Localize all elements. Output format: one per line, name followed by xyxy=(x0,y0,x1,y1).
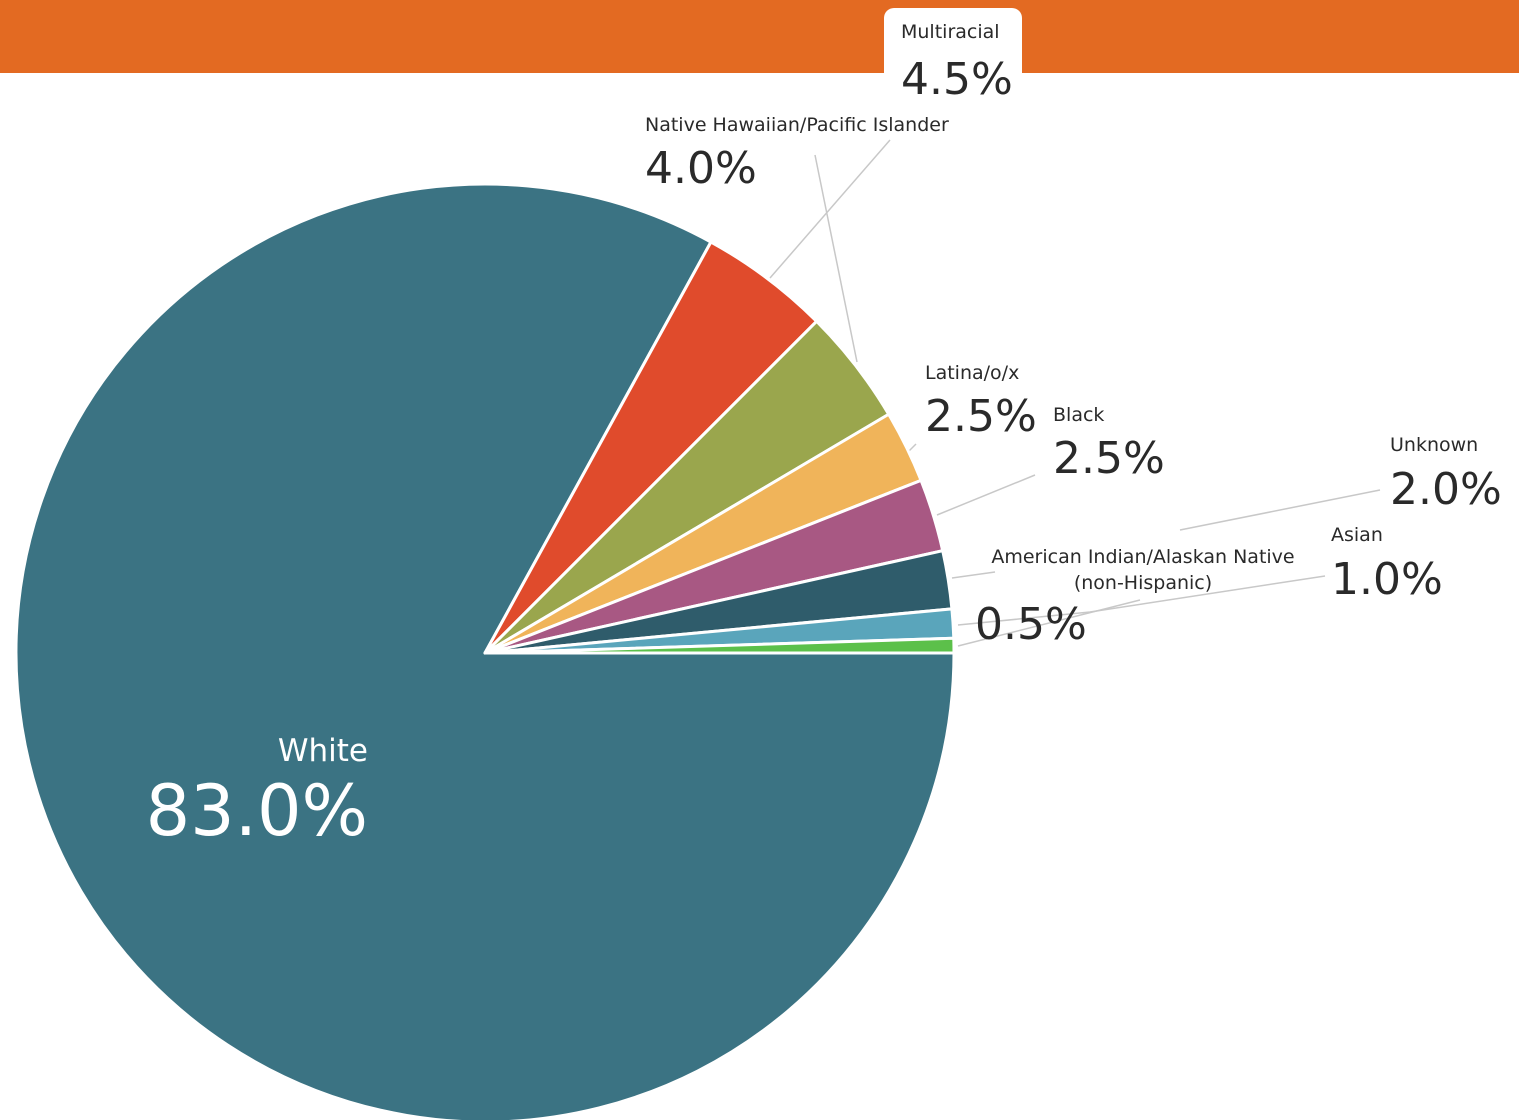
leader-line xyxy=(951,571,996,579)
label-background xyxy=(884,8,1022,106)
leader-line xyxy=(936,474,1036,516)
value-label: 4.0% xyxy=(645,143,757,194)
leader-lines xyxy=(769,139,1381,647)
value-label: 2.5% xyxy=(925,391,1037,442)
header-bar xyxy=(0,0,1519,73)
leader-line xyxy=(814,154,858,363)
category-label: Latina/o/x xyxy=(925,362,1020,384)
category-label: Native Hawaiian/Pacific Islander xyxy=(645,114,949,136)
value-label: 2.0% xyxy=(1390,464,1502,515)
category-label: Unknown xyxy=(1390,434,1479,456)
value-label: 83.0% xyxy=(145,770,368,852)
category-label: White xyxy=(277,733,368,769)
value-label: 0.5% xyxy=(975,599,1087,650)
category-label: Multiracial xyxy=(901,21,1000,43)
category-label: Black xyxy=(1053,404,1105,426)
leader-line xyxy=(957,599,1141,647)
slices xyxy=(14,182,956,1120)
value-label: 1.0% xyxy=(1331,554,1443,605)
leader-line xyxy=(1179,489,1381,531)
pie-slice xyxy=(483,636,956,655)
category-label: Asian xyxy=(1331,524,1383,546)
category-label: American Indian/Alaskan Native (non-Hisp… xyxy=(991,546,1295,594)
value-label: 2.5% xyxy=(1053,433,1165,484)
leader-line xyxy=(769,139,891,279)
value-label: 4.5% xyxy=(901,54,1013,105)
